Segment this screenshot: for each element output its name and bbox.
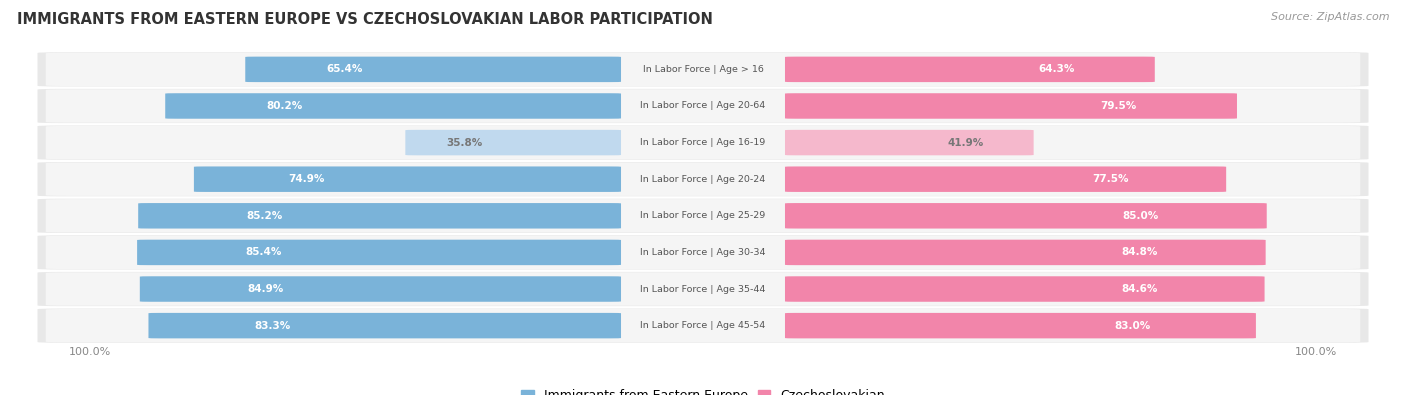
FancyBboxPatch shape — [46, 199, 1360, 233]
FancyBboxPatch shape — [46, 162, 1360, 196]
FancyBboxPatch shape — [149, 313, 621, 339]
FancyBboxPatch shape — [138, 240, 621, 265]
Text: In Labor Force | Age 25-29: In Labor Force | Age 25-29 — [640, 211, 766, 220]
Text: In Labor Force | Age > 16: In Labor Force | Age > 16 — [643, 65, 763, 74]
FancyBboxPatch shape — [166, 93, 621, 119]
FancyBboxPatch shape — [405, 130, 621, 155]
Text: 85.0%: 85.0% — [1122, 211, 1159, 221]
FancyBboxPatch shape — [38, 235, 1368, 269]
Text: 85.4%: 85.4% — [246, 247, 281, 258]
FancyBboxPatch shape — [38, 272, 1368, 306]
FancyBboxPatch shape — [785, 203, 1267, 229]
Text: 74.9%: 74.9% — [288, 174, 325, 184]
FancyBboxPatch shape — [38, 162, 1368, 196]
FancyBboxPatch shape — [46, 273, 1360, 306]
FancyBboxPatch shape — [46, 53, 1360, 86]
Text: 80.2%: 80.2% — [267, 101, 302, 111]
FancyBboxPatch shape — [46, 309, 1360, 342]
FancyBboxPatch shape — [46, 89, 1360, 122]
Text: In Labor Force | Age 16-19: In Labor Force | Age 16-19 — [640, 138, 766, 147]
Text: 35.8%: 35.8% — [447, 137, 482, 148]
Text: In Labor Force | Age 45-54: In Labor Force | Age 45-54 — [640, 321, 766, 330]
FancyBboxPatch shape — [245, 56, 621, 82]
Text: 84.8%: 84.8% — [1122, 247, 1159, 258]
Text: 84.6%: 84.6% — [1121, 284, 1157, 294]
Text: 100.0%: 100.0% — [1295, 347, 1337, 357]
Text: 41.9%: 41.9% — [948, 137, 984, 148]
Text: 77.5%: 77.5% — [1092, 174, 1129, 184]
Text: In Labor Force | Age 20-24: In Labor Force | Age 20-24 — [640, 175, 766, 184]
FancyBboxPatch shape — [785, 130, 1033, 155]
FancyBboxPatch shape — [785, 56, 1154, 82]
FancyBboxPatch shape — [38, 199, 1368, 233]
Text: IMMIGRANTS FROM EASTERN EUROPE VS CZECHOSLOVAKIAN LABOR PARTICIPATION: IMMIGRANTS FROM EASTERN EUROPE VS CZECHO… — [17, 12, 713, 27]
FancyBboxPatch shape — [785, 276, 1264, 302]
Text: In Labor Force | Age 30-34: In Labor Force | Age 30-34 — [640, 248, 766, 257]
FancyBboxPatch shape — [38, 126, 1368, 160]
FancyBboxPatch shape — [139, 276, 621, 302]
FancyBboxPatch shape — [46, 126, 1360, 159]
FancyBboxPatch shape — [138, 203, 621, 229]
Legend: Immigrants from Eastern Europe, Czechoslovakian: Immigrants from Eastern Europe, Czechosl… — [516, 384, 890, 395]
FancyBboxPatch shape — [38, 89, 1368, 123]
Text: In Labor Force | Age 35-44: In Labor Force | Age 35-44 — [640, 284, 766, 293]
Text: 79.5%: 79.5% — [1101, 101, 1136, 111]
Text: Source: ZipAtlas.com: Source: ZipAtlas.com — [1271, 12, 1389, 22]
FancyBboxPatch shape — [38, 52, 1368, 87]
FancyBboxPatch shape — [194, 166, 621, 192]
Text: 64.3%: 64.3% — [1039, 64, 1076, 74]
Text: 100.0%: 100.0% — [69, 347, 111, 357]
FancyBboxPatch shape — [785, 313, 1256, 339]
FancyBboxPatch shape — [46, 236, 1360, 269]
FancyBboxPatch shape — [785, 166, 1226, 192]
Text: 65.4%: 65.4% — [326, 64, 363, 74]
FancyBboxPatch shape — [785, 240, 1265, 265]
FancyBboxPatch shape — [38, 308, 1368, 343]
Text: 85.2%: 85.2% — [246, 211, 283, 221]
Text: In Labor Force | Age 20-64: In Labor Force | Age 20-64 — [640, 102, 766, 111]
Text: 84.9%: 84.9% — [247, 284, 284, 294]
Text: 83.3%: 83.3% — [254, 321, 290, 331]
Text: 83.0%: 83.0% — [1115, 321, 1150, 331]
FancyBboxPatch shape — [785, 93, 1237, 119]
